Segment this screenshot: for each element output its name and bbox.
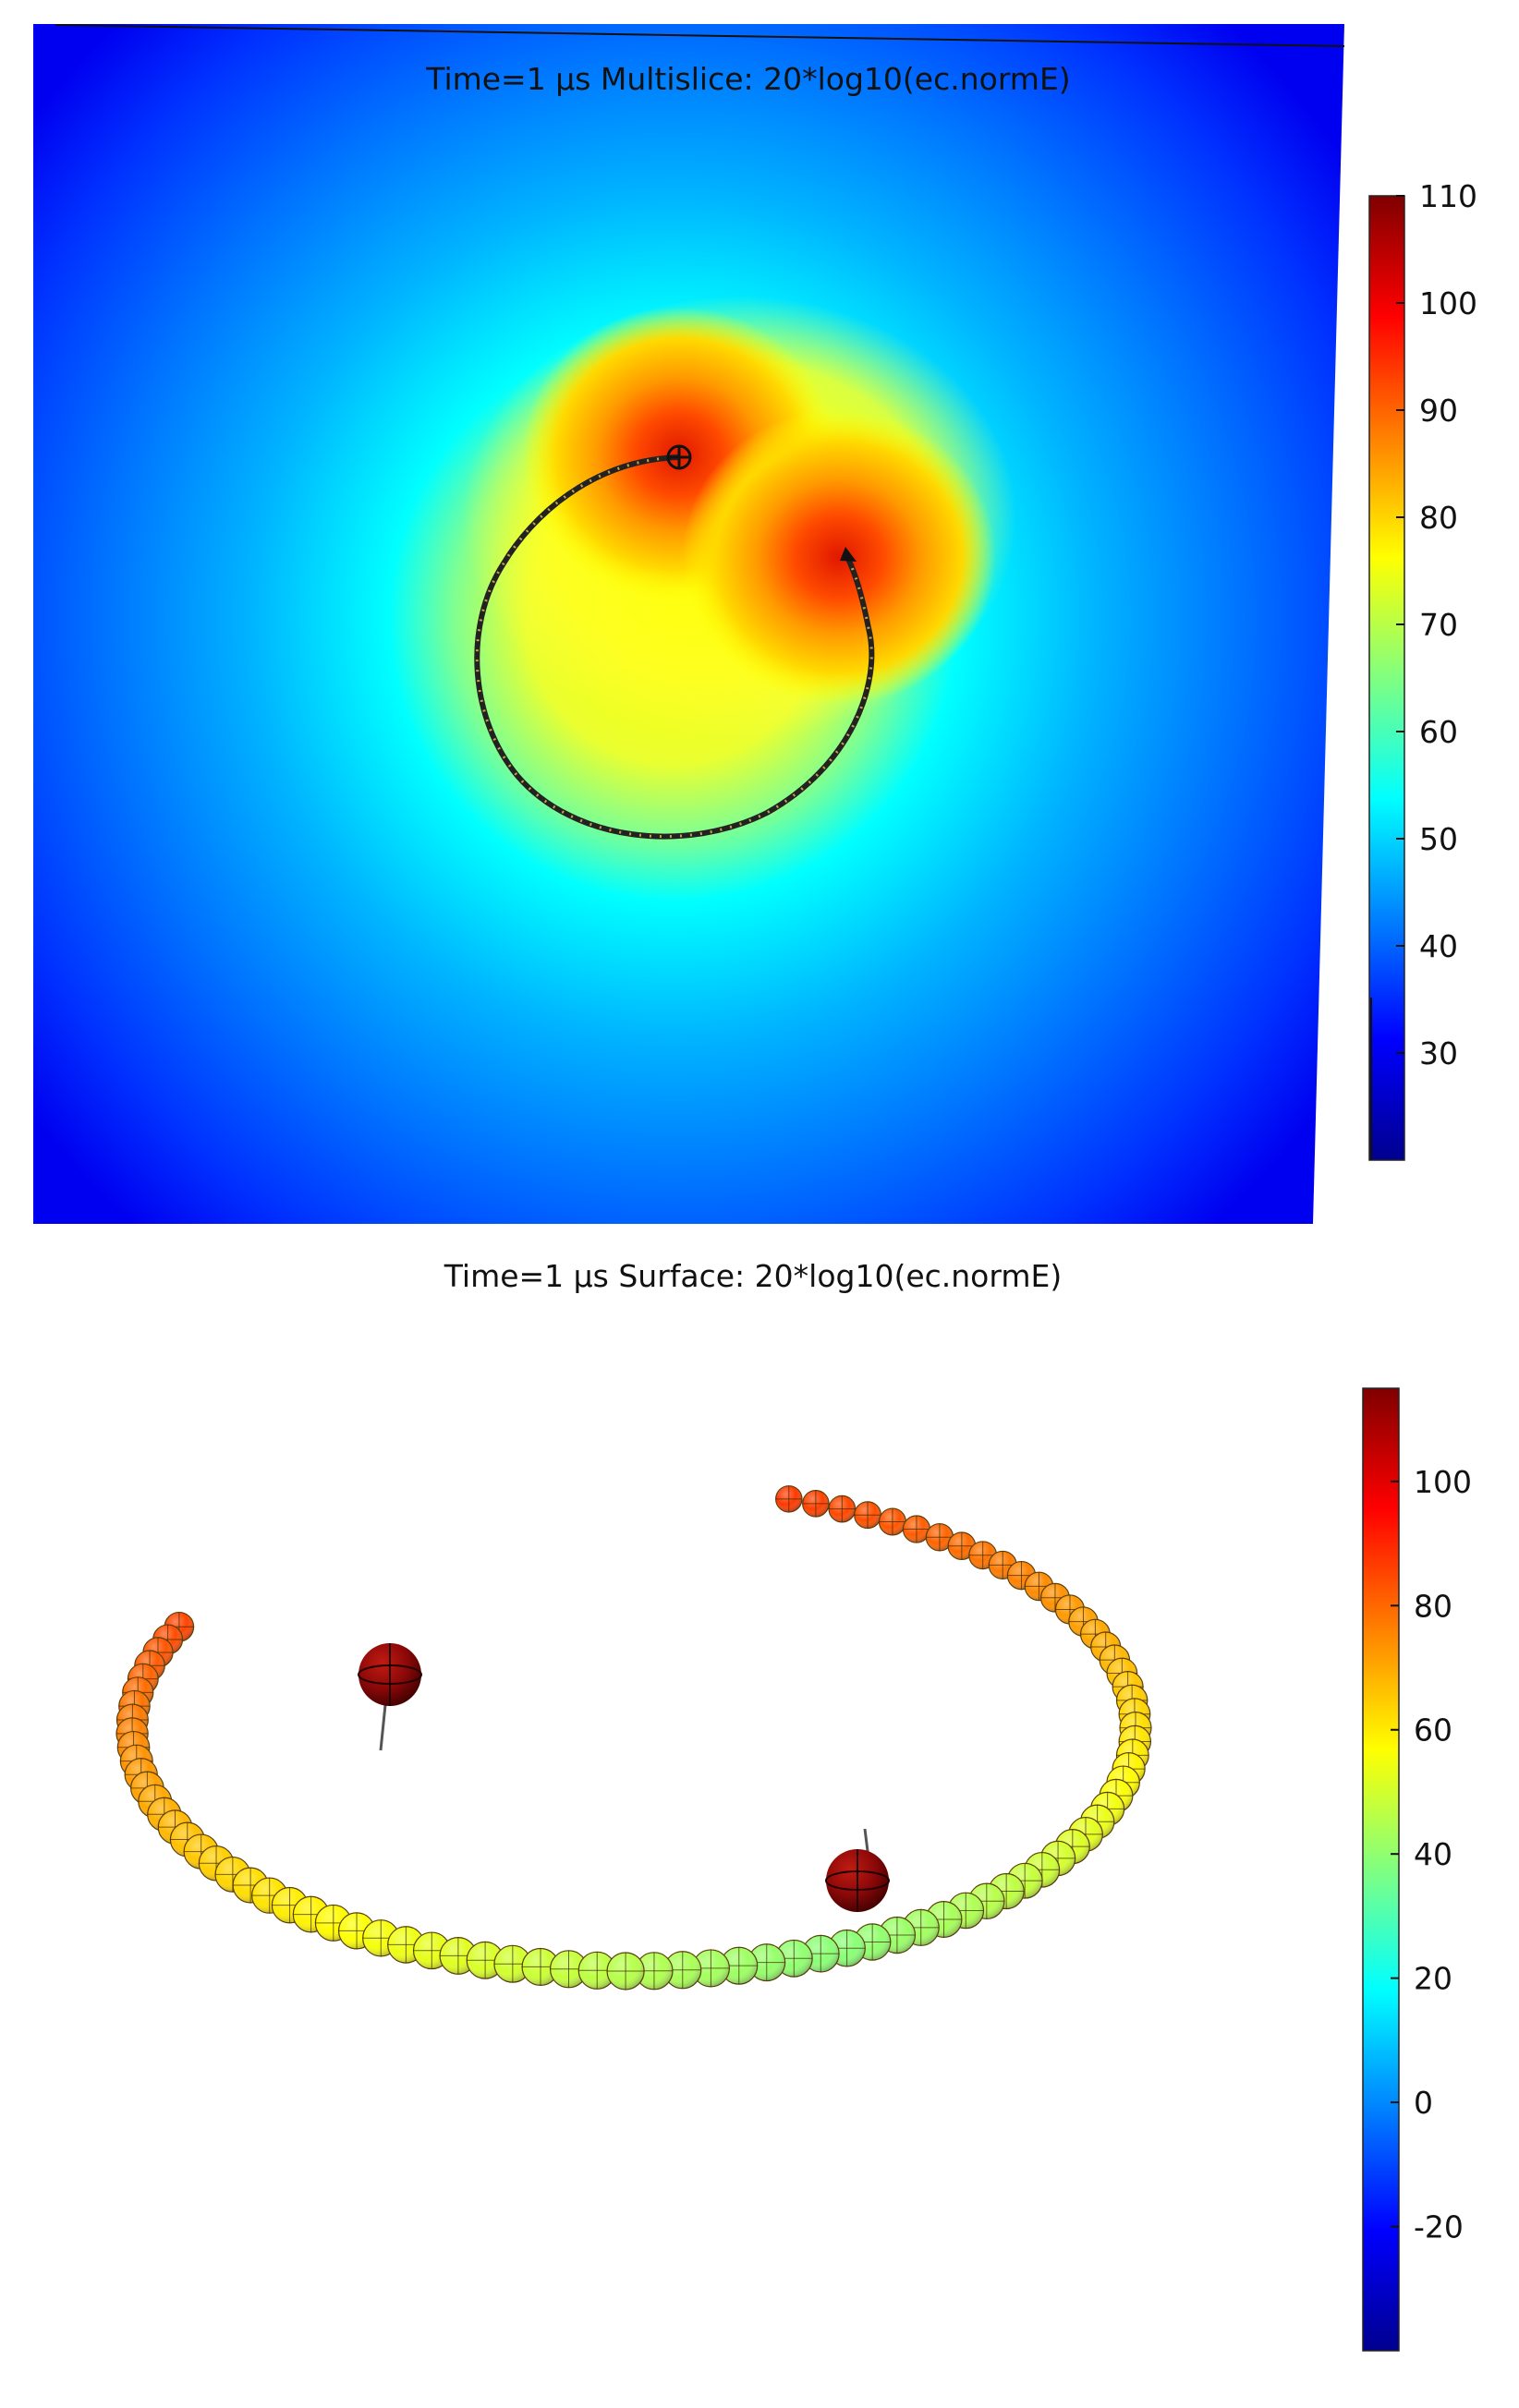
colorbar-tick-label: 40 xyxy=(1414,1836,1452,1872)
colorbar-tick-label: -20 xyxy=(1414,2209,1464,2245)
slice-edge-line xyxy=(55,24,1345,47)
bead xyxy=(720,1946,759,1985)
colorbar-tick-label: 80 xyxy=(1414,1588,1452,1624)
bead xyxy=(577,1951,616,1990)
colorbar-tick-label: 0 xyxy=(1414,2085,1433,2121)
bead xyxy=(802,1490,830,1518)
colorbar-tick-label: 100 xyxy=(1419,285,1477,321)
particle-track-ticks xyxy=(475,455,873,839)
colorbar-tick-label: 50 xyxy=(1419,821,1458,857)
chart-title-top: Time=1 µs Multislice: 20*log10(ec.normE) xyxy=(425,61,1070,97)
bead xyxy=(606,1952,645,1991)
bead xyxy=(878,1507,906,1536)
track-arrow-head xyxy=(840,547,857,562)
colorbar-tick-label: 20 xyxy=(1414,1961,1452,1997)
bead xyxy=(854,1501,881,1530)
bead xyxy=(635,1952,674,1991)
bead xyxy=(828,1494,857,1523)
colorbar-tick-label: 70 xyxy=(1419,607,1458,643)
colorbar-bottom-bar xyxy=(1362,1387,1400,2352)
colorbar-top-bar xyxy=(1368,195,1405,1161)
colorbar-tick-label: 80 xyxy=(1419,500,1458,536)
chart-title-bottom: Time=1 µs Surface: 20*log10(ec.normE) xyxy=(444,1258,1062,1294)
colorbar-bottom: -20 0 20 40 60 80 100 xyxy=(1362,1387,1472,2352)
bead xyxy=(549,1950,589,1989)
bead xyxy=(747,1943,786,1982)
colorbar-tick-label: 60 xyxy=(1414,1712,1452,1749)
bead xyxy=(691,1949,730,1988)
bead xyxy=(775,1485,803,1513)
source-charge-marker xyxy=(666,444,692,470)
bead xyxy=(902,1515,931,1543)
colorbar-tick-label: 90 xyxy=(1419,393,1458,429)
bead xyxy=(663,1951,702,1990)
colorbar-tick-label: 30 xyxy=(1419,1035,1458,1071)
bead xyxy=(521,1947,560,1986)
source-ball-1 xyxy=(358,1643,422,1751)
multislice-heatmap xyxy=(33,24,1345,1224)
bead-chain xyxy=(115,1485,1152,1991)
colorbar-tick-label: 60 xyxy=(1419,714,1458,750)
bead xyxy=(466,1941,504,1979)
colorbar-top: 30 40 50 60 70 80 90 100 110 xyxy=(1368,178,1477,1161)
colorbar-tick-label: 100 xyxy=(1414,1464,1472,1500)
colorbar-tick-label: 110 xyxy=(1419,178,1477,214)
bead xyxy=(493,1944,532,1983)
field-peak-2 xyxy=(682,409,996,705)
bead xyxy=(947,1531,977,1561)
colorbar-tick-label: 40 xyxy=(1419,928,1458,964)
source-ball-2 xyxy=(825,1828,890,1912)
